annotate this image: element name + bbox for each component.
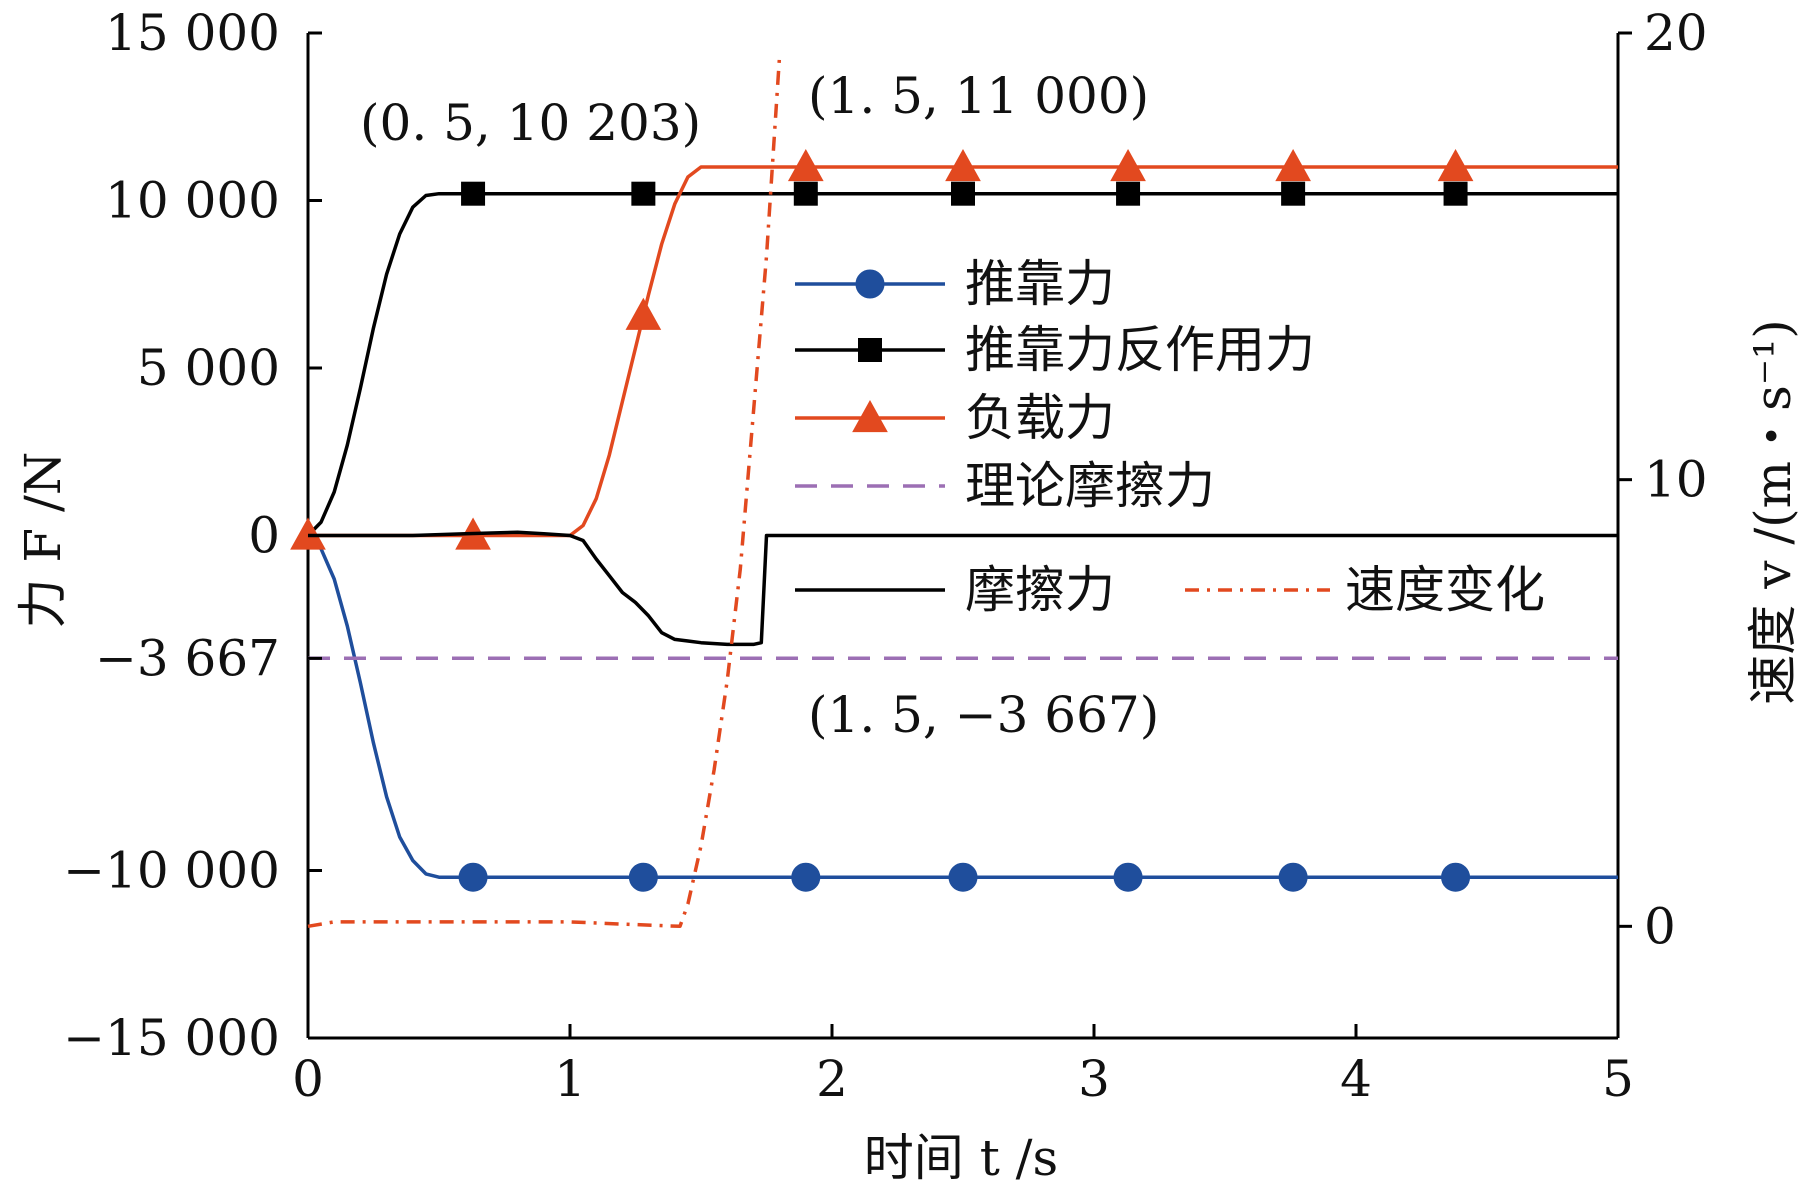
y-axis-title: 力 F /N — [14, 451, 72, 628]
annotation-peak-load: (1. 5, 11 000) — [808, 67, 1149, 125]
series-marker-1 — [631, 181, 656, 206]
legend-marker-2 — [852, 399, 888, 433]
y2-tick-label: 20 — [1644, 4, 1708, 62]
series-marker-1 — [1116, 181, 1141, 206]
y-tick-label: 5 000 — [137, 339, 280, 397]
x-tick-label: 3 — [1078, 1050, 1110, 1108]
series-line-2 — [308, 165, 1618, 538]
y-tick-label: 0 — [248, 507, 280, 565]
y2-tick-label: 10 — [1644, 451, 1708, 509]
x-axis-title: 时间 t /s — [864, 1129, 1058, 1187]
series-marker-0 — [791, 862, 821, 892]
x-tick-label: 1 — [554, 1050, 586, 1108]
series-line-5 — [307, 55, 782, 929]
y-tick-label: −15 000 — [63, 1009, 280, 1067]
series-line-1 — [306, 191, 1618, 537]
series-marker-1 — [1443, 181, 1468, 206]
legend-marker-1 — [858, 338, 882, 362]
y-tick-label: −10 000 — [63, 842, 280, 900]
legend-label-2: 负载力 — [965, 389, 1115, 447]
x-tick-label: 0 — [292, 1050, 324, 1108]
x-tick-label: 2 — [816, 1050, 848, 1108]
y-tick-label: 15 000 — [105, 4, 280, 62]
x-tick-label: 5 — [1602, 1050, 1634, 1108]
series-marker-0 — [1441, 862, 1471, 892]
ticks-layer: 0 1 2 3 4 5 15 000 10 000 5 000 0 −3 667 −10 000 −15… — [63, 4, 1707, 1108]
legend-label-3: 理论摩擦力 — [965, 457, 1215, 515]
series-marker-0 — [1113, 862, 1143, 892]
series-marker-0 — [1278, 862, 1308, 892]
series-marker-2 — [1437, 148, 1474, 182]
y2-axis-title: 速度 v /(m・s⁻¹) — [1744, 319, 1802, 704]
series-marker-1 — [1281, 181, 1306, 206]
legend-label-5: 速度变化 — [1345, 561, 1545, 619]
series-marker-2 — [1110, 148, 1146, 182]
series-marker-2 — [787, 148, 824, 182]
legend-label-0: 推靠力 — [965, 255, 1115, 313]
y2-tick-label: 0 — [1644, 897, 1676, 955]
series-layer — [290, 55, 1618, 929]
series-marker-0 — [948, 862, 978, 892]
series-marker-2 — [625, 297, 662, 330]
series-marker-2 — [1275, 148, 1311, 182]
series-marker-0 — [458, 862, 488, 892]
series-marker-0 — [628, 862, 658, 892]
series-marker-1 — [793, 181, 818, 206]
y-tick-label: −3 667 — [95, 629, 280, 687]
series-marker-2 — [945, 148, 981, 182]
y-tick-label: 10 000 — [105, 172, 280, 230]
legend-label-4: 摩擦力 — [965, 561, 1115, 619]
x-tick-label: 4 — [1340, 1050, 1372, 1108]
annotation-friction: (1. 5, −3 667) — [808, 686, 1159, 744]
annotation-peak-reaction: (0. 5, 10 203) — [360, 94, 701, 152]
legend-marker-0 — [855, 269, 885, 299]
legend-label-1: 推靠力反作用力 — [965, 321, 1315, 379]
series-marker-1 — [951, 181, 975, 206]
series-line-4 — [308, 530, 1618, 647]
series-marker-1 — [461, 181, 486, 206]
